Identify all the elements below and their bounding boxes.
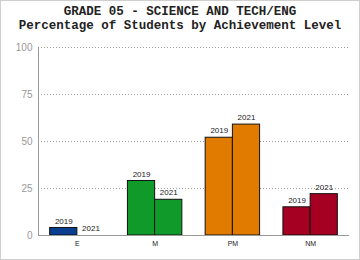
svg-text:25: 25	[21, 183, 33, 194]
html-text:GRADE 05 - SCIENCE AND TECH/EN: GRADE 05 - SCIENCE AND TECH/ENG	[63, 5, 297, 19]
svg-text:100: 100	[16, 42, 33, 53]
svg-text:75: 75	[21, 89, 33, 100]
svg-text:2021: 2021	[238, 113, 256, 122]
svg-text:0: 0	[27, 230, 33, 241]
svg-text:PM: PM	[228, 240, 239, 247]
svg-text:2021: 2021	[82, 224, 100, 233]
svg-text:2021: 2021	[160, 188, 178, 197]
svg-text:2019: 2019	[210, 126, 228, 135]
svg-text:E: E	[75, 240, 80, 247]
svg-text:M: M	[152, 240, 158, 247]
svg-text:2021: 2021	[315, 183, 333, 192]
svg-text:2019: 2019	[288, 196, 306, 205]
svg-text:2019: 2019	[133, 170, 151, 179]
html-text:Percentage of Students by Achi: Percentage of Students by Achievement Le…	[18, 19, 342, 33]
svg-text:2019: 2019	[55, 217, 73, 226]
svg-text:NM: NM	[305, 240, 316, 247]
svg-text:50: 50	[21, 136, 33, 147]
